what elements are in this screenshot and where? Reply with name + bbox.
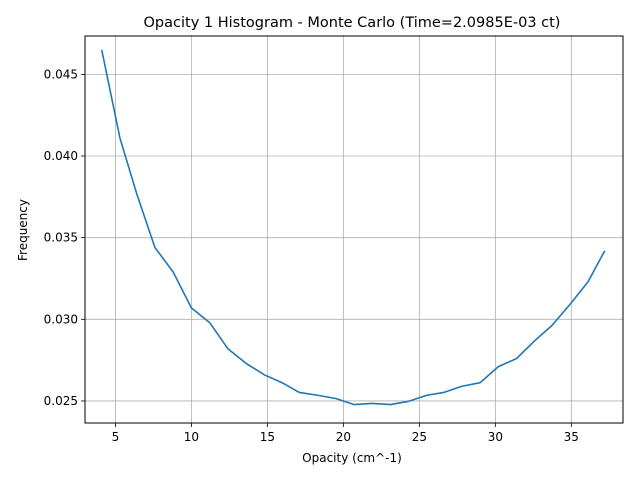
y-tick-label: 0.040 (44, 149, 78, 163)
y-tick-label: 0.025 (44, 394, 78, 408)
x-tick-label: 10 (184, 430, 199, 444)
x-tick-label: 20 (336, 430, 351, 444)
y-axis-label: Frequency (16, 199, 30, 261)
grid-lines (85, 36, 623, 423)
x-axis-label: Opacity (cm^-1) (302, 451, 402, 465)
y-tick-label: 0.030 (44, 312, 78, 326)
series-line (100, 49, 606, 406)
y-axis-ticks: 0.025 0.030 0.035 0.040 0.045 (44, 67, 85, 408)
x-tick-label: 25 (412, 430, 427, 444)
y-tick-label: 0.035 (44, 231, 78, 245)
axes-frame (84, 35, 624, 424)
x-tick-label: 35 (564, 430, 579, 444)
chart-title: Opacity 1 Histogram - Monte Carlo (Time=… (144, 15, 561, 31)
x-tick-label: 15 (260, 430, 275, 444)
series-layer (100, 49, 606, 406)
x-tick-label: 30 (488, 430, 503, 444)
x-axis-ticks: 5 10 15 20 25 30 35 (112, 423, 579, 444)
x-tick-label: 5 (112, 430, 120, 444)
y-tick-label: 0.045 (44, 67, 78, 81)
